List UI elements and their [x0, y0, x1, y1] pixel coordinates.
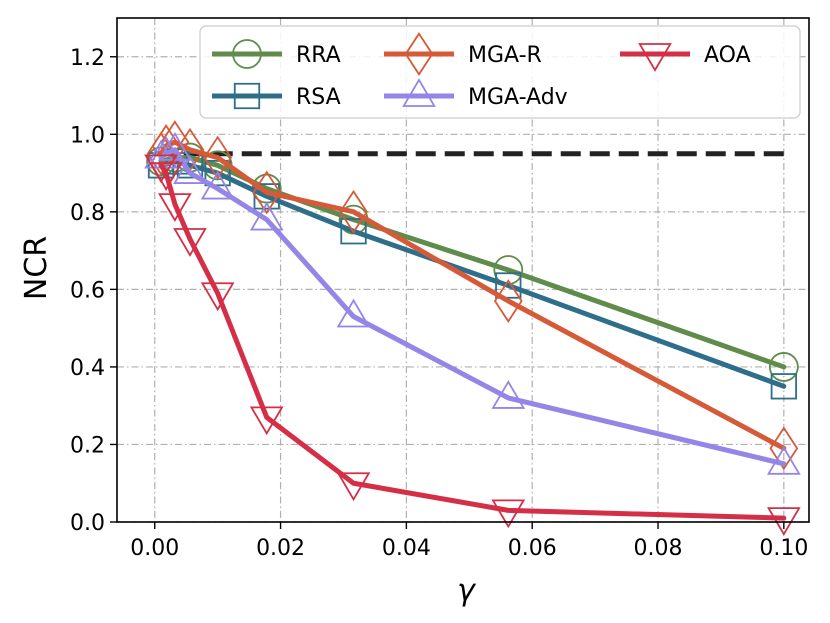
y-tick-label: 0.4	[70, 356, 105, 381]
data-point-aoa	[491, 499, 526, 529]
data-point-mga-adv	[766, 445, 801, 475]
legend: RRA RSA MGA-R MGA-Adv AOA	[199, 25, 801, 119]
data-point-mga-r	[493, 279, 523, 323]
legend-entry-rsa: RSA	[212, 82, 341, 110]
data-point-rra	[768, 352, 799, 382]
data-point-mga-r	[339, 189, 368, 234]
legend-label-rra: RRA	[296, 43, 341, 68]
legend-marker-rsa	[233, 82, 261, 110]
y-tick-label: 1.0	[70, 123, 105, 148]
y-axis-label: NCR	[19, 236, 54, 300]
data-point-aoa	[200, 282, 235, 312]
data-point-mga-adv	[249, 201, 284, 231]
legend-label-mga-adv: MGA-Adv	[468, 85, 568, 110]
data-point-mga-r	[151, 123, 181, 168]
x-tick-label: 0.04	[382, 536, 431, 561]
x-tick-label: 0.02	[256, 536, 305, 561]
data-point-mga-r	[769, 426, 799, 471]
axes: 0.00 0.02 0.04 0.06 0.08 0.10 0.0 0.2 0.4 0.6 0.8 1…	[70, 17, 810, 561]
data-point-aoa	[336, 472, 371, 502]
data-point-aoa	[766, 507, 801, 537]
legend-label-mga-r: MGA-R	[468, 43, 542, 68]
data-point-aoa	[249, 406, 284, 436]
series-mga-r	[146, 120, 799, 471]
y-tick-label: 1.2	[70, 46, 105, 71]
x-tick-label: 0.06	[508, 536, 557, 561]
data-point-aoa	[149, 162, 183, 191]
x-tick-label: 0.00	[130, 536, 179, 561]
data-point-mga-adv	[173, 155, 207, 184]
data-point-mga-adv	[200, 170, 235, 200]
y-tick-label: 0.6	[70, 278, 105, 303]
series-aoa	[144, 154, 801, 537]
legend-marker-aoa	[638, 43, 672, 72]
data-point-mga-r	[146, 131, 176, 176]
legend-label-rsa: RSA	[296, 85, 341, 110]
data-point-mga-r	[203, 135, 233, 180]
data-point-rsa	[340, 218, 367, 245]
x-tick-label: 0.10	[759, 536, 808, 561]
legend-entry-rra: RRA	[212, 39, 341, 69]
data-point-mga-r	[252, 170, 282, 215]
data-point-aoa	[173, 228, 207, 257]
data-point-aoa	[158, 193, 192, 222]
plot-frame	[116, 17, 810, 523]
data-point-rsa	[770, 373, 797, 400]
y-tick-label: 0.2	[70, 433, 105, 458]
legend-box	[199, 25, 801, 119]
data-point-rsa	[204, 159, 231, 187]
legend-entry-mga-adv: MGA-Adv	[384, 78, 568, 110]
x-axis-label: γ	[457, 573, 477, 608]
series-line-mga-adv	[158, 147, 787, 467]
legend-marker-mga-r	[404, 32, 434, 76]
data-point-rsa	[176, 152, 204, 179]
data-point-rsa	[495, 272, 522, 299]
y-tick-label: 0.8	[70, 201, 105, 226]
legend-label-aoa: AOA	[704, 43, 751, 68]
legend-marker-mga-adv	[402, 78, 436, 107]
plot-area	[144, 120, 801, 537]
series-mga-adv	[144, 131, 801, 475]
x-tick-label: 0.08	[634, 536, 683, 561]
series-line-aoa	[158, 162, 787, 521]
data-point-mga-adv	[158, 131, 192, 161]
data-point-mga-adv	[336, 298, 371, 328]
legend-marker-rra	[232, 39, 262, 69]
legend-entry-mga-r: MGA-R	[384, 32, 542, 76]
data-point-mga-adv	[491, 380, 526, 409]
legend-entry-aoa: AOA	[620, 43, 751, 72]
y-tick-label: 0.0	[70, 511, 105, 536]
